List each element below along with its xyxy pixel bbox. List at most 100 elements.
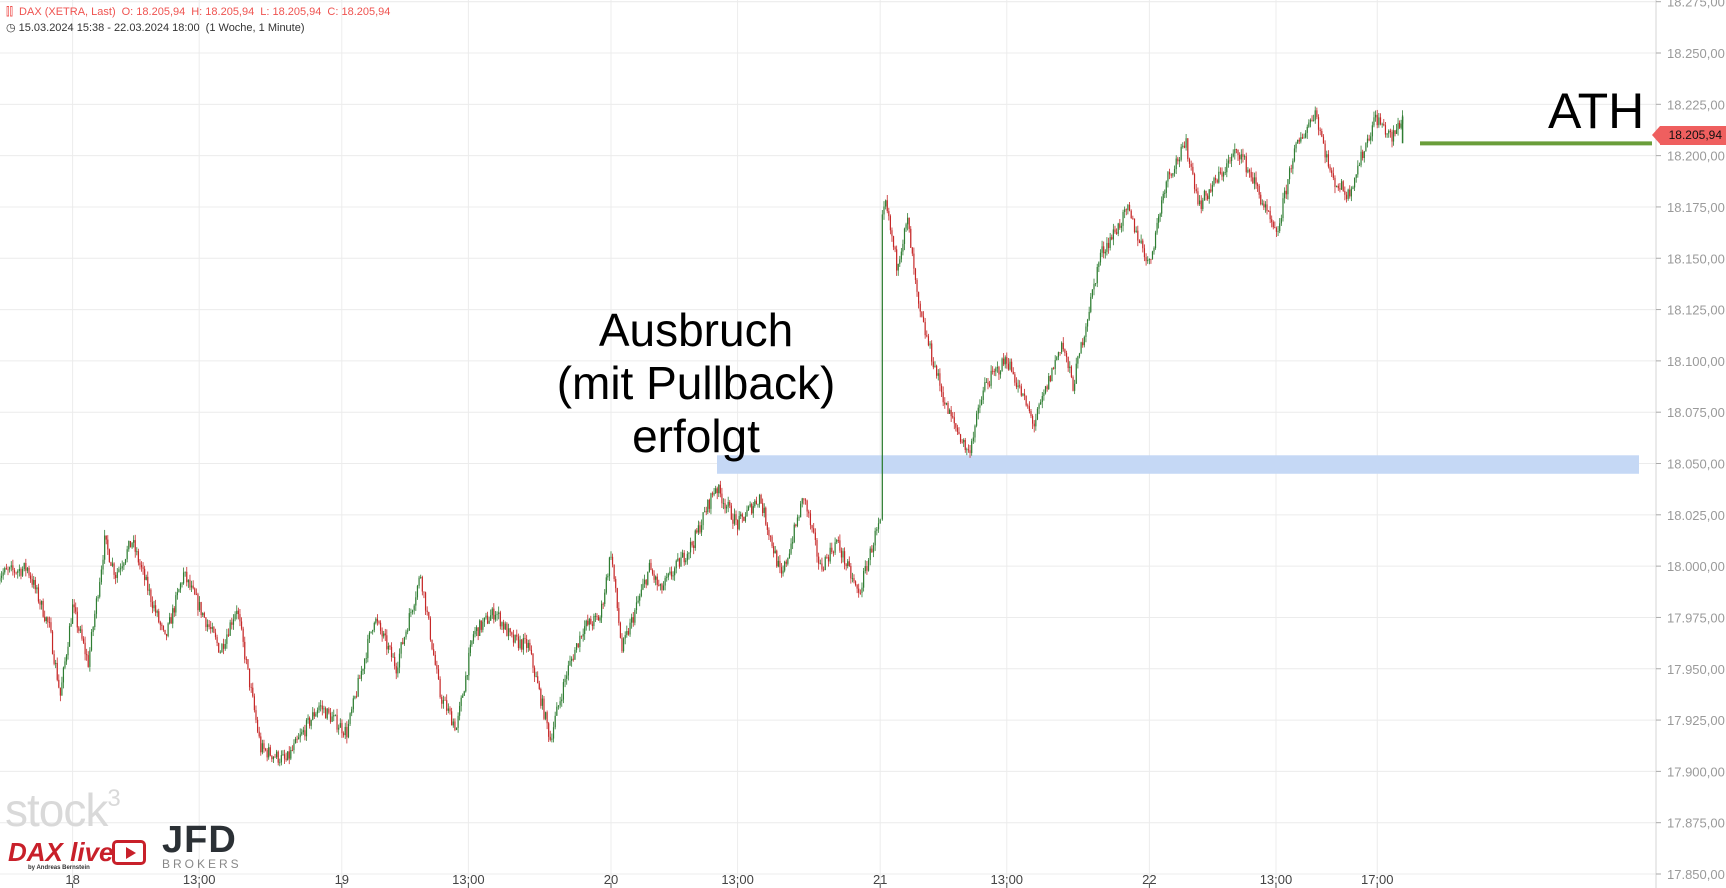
candle-body [26,567,29,571]
candle-body [516,634,518,637]
candle-body [588,618,590,625]
candle-body [1239,155,1241,160]
candle-body [310,719,312,726]
candle [1056,355,1058,361]
candle [381,627,383,642]
candle [26,566,29,574]
candle-body [509,628,511,633]
candle-body [735,514,737,521]
candle [1279,218,1281,234]
candle [184,571,186,577]
candle-body [543,698,545,719]
candle-body [700,525,703,533]
candle [1151,250,1154,260]
candle-body [226,634,228,644]
candle [922,311,925,323]
candle-body [937,373,939,376]
candle [683,550,685,566]
candle-body [237,610,239,615]
candle-body [579,635,581,647]
candle [200,601,202,618]
candle-body [449,708,451,712]
candle-body [511,632,513,635]
candle [116,568,118,583]
candle [1352,185,1354,190]
candle [616,587,618,611]
candle-body [1353,178,1356,188]
candle-body [474,630,476,635]
candle-body [459,705,461,716]
candle [648,559,650,573]
candle-body [631,617,633,623]
candle [888,207,890,221]
candle-body [1109,237,1111,248]
candle-body [261,743,263,753]
candle-body [1258,185,1260,195]
candle-body [897,263,899,271]
candle-body [883,206,885,215]
candle-body [389,646,391,647]
candle-body [1159,213,1161,217]
candle [1391,129,1393,148]
candle-body [140,565,143,568]
candle [218,642,220,653]
candle [696,528,698,534]
candle [947,401,949,414]
candle-body [622,638,625,652]
candle [511,631,513,638]
candle-body [1091,289,1093,297]
candle [31,573,33,588]
candle [310,719,312,730]
candle [488,616,490,625]
candle-body [507,628,510,637]
candle [216,634,218,647]
candle-body [610,556,612,558]
candle-body [718,484,720,494]
candle [952,412,954,419]
candle-body [512,634,515,643]
candle-body [475,627,478,631]
candle-body [208,624,210,628]
candle [1362,149,1364,161]
candle [494,611,496,622]
candle [736,519,739,536]
candle [803,498,805,505]
candle-body [326,708,328,719]
candle [44,610,46,623]
candle-body [766,524,768,530]
candle-body [762,503,764,513]
candle [346,721,348,744]
candle-body [590,618,592,625]
candle-body [955,423,957,428]
candle-body [689,541,692,553]
candle [939,368,941,392]
candle [75,602,77,615]
candle-body [179,583,182,590]
candle-body [564,678,566,683]
instrument-name: DAX (XETRA, Last) [19,6,116,18]
candle [145,574,147,581]
candle [1216,178,1218,184]
candle-body [872,545,875,553]
candle-body [936,365,938,376]
candle-body [176,592,178,596]
candle [1182,142,1184,149]
candle-body [902,243,904,252]
candle [1374,110,1377,122]
candle-body [1036,408,1039,420]
candle [407,628,409,635]
candle [1028,401,1030,414]
candle-body [1378,117,1380,126]
candle-body [715,488,717,493]
candle-body [247,659,249,669]
candle [48,616,51,628]
candle-body [605,577,607,593]
candle [328,707,330,715]
candle [1384,121,1387,138]
candle-body [821,563,823,570]
candle-body [156,611,158,613]
candle-body [219,652,221,654]
candle [1117,222,1119,237]
candle [155,599,157,617]
